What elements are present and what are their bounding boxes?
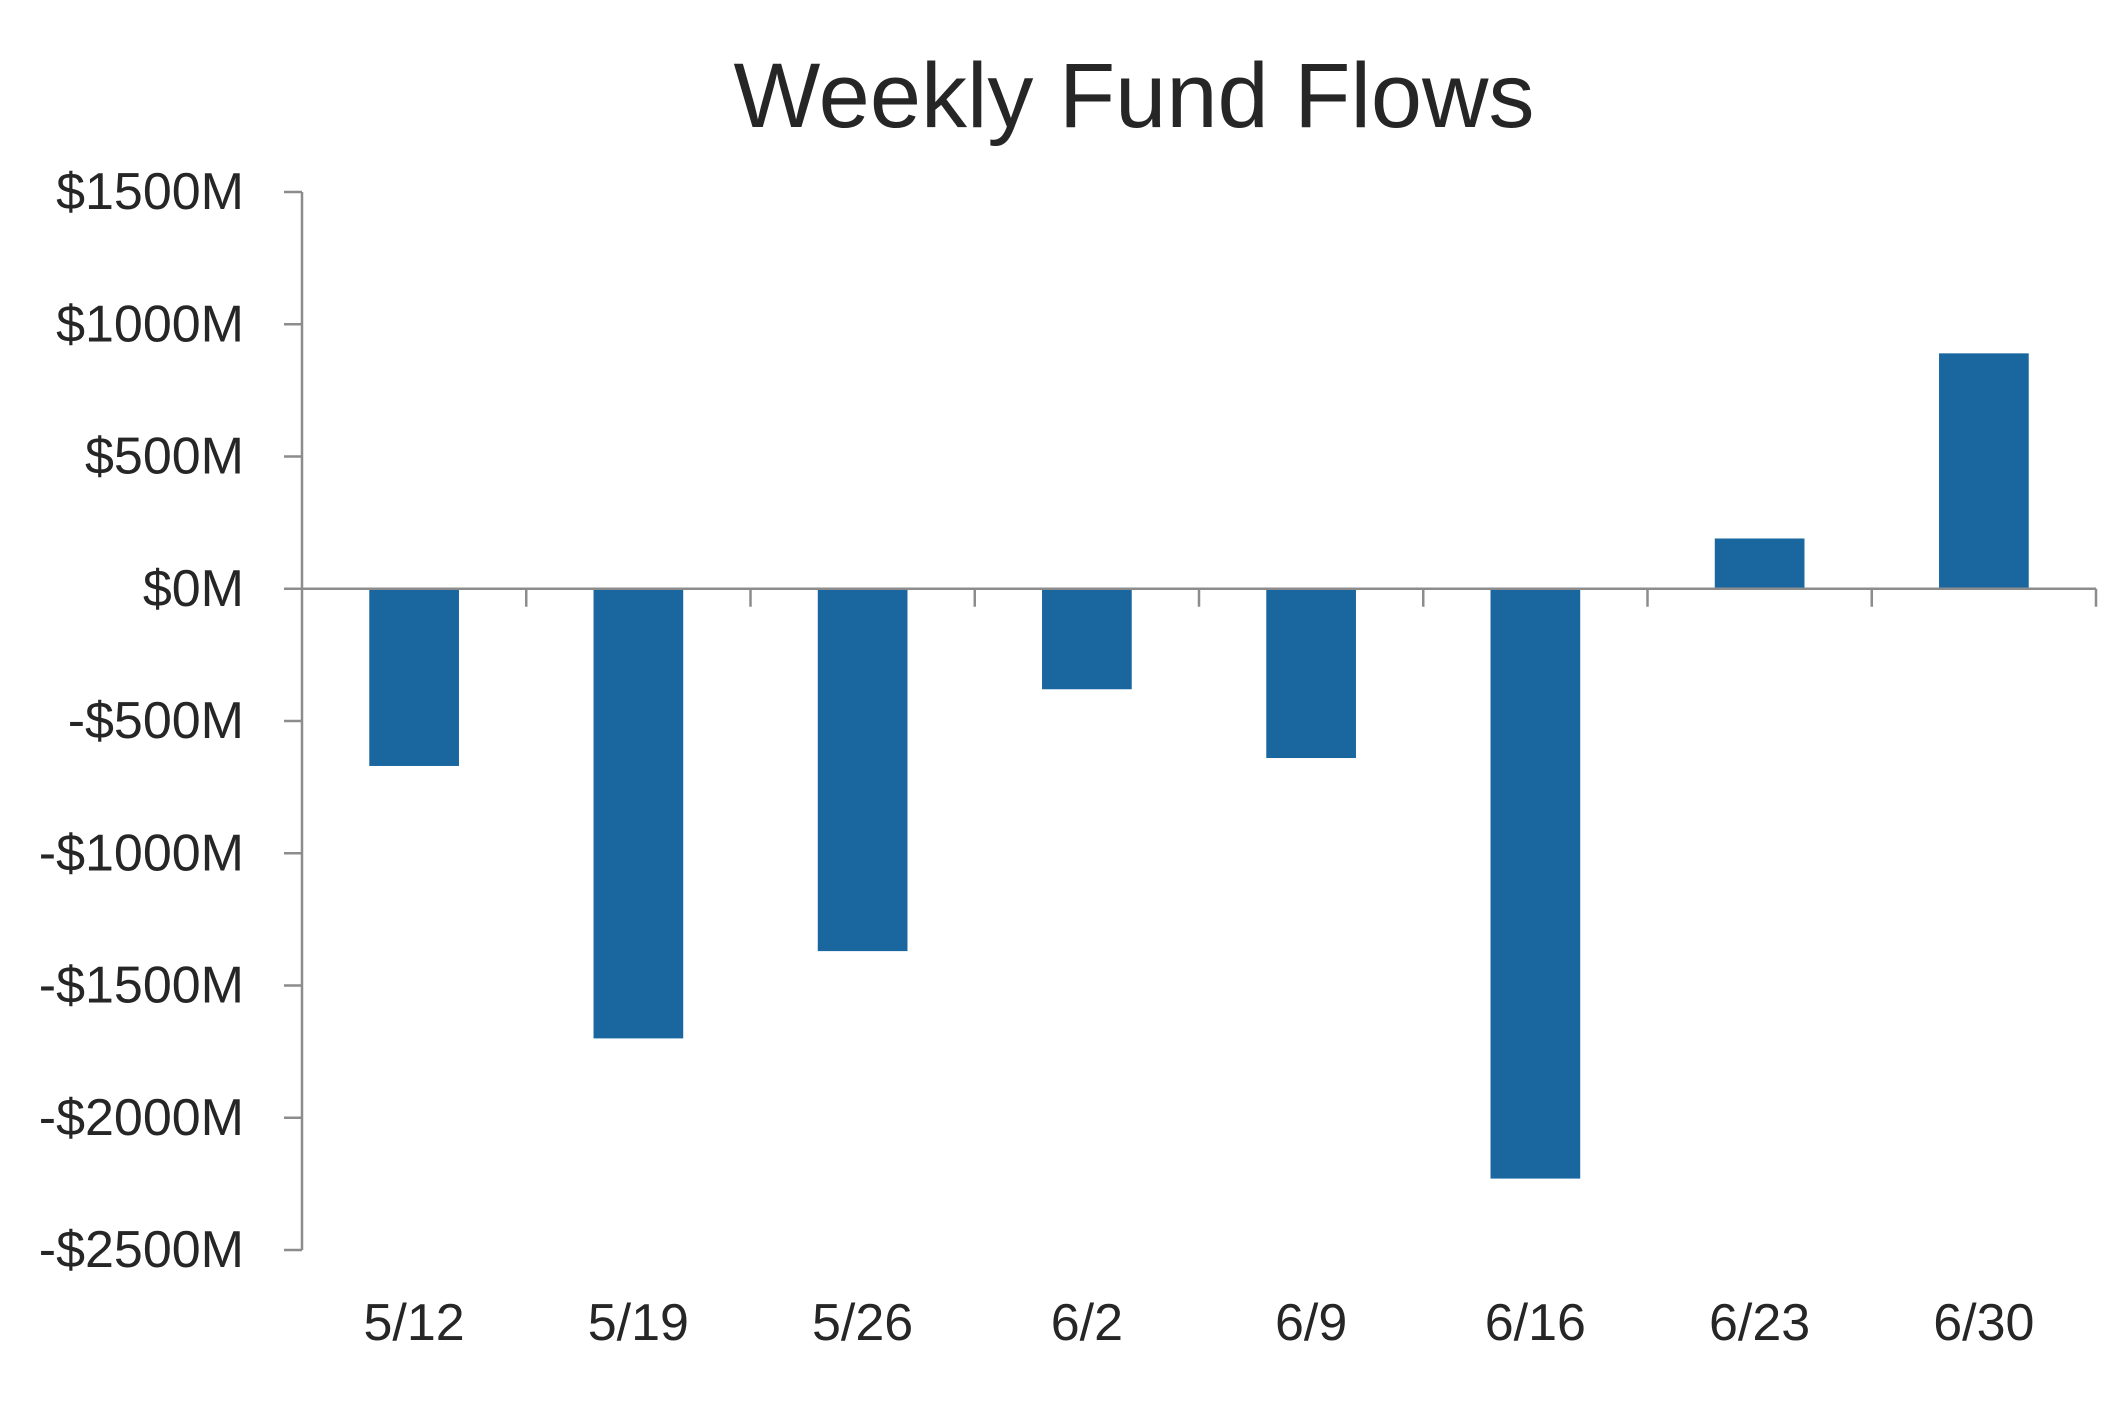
bar-5-26 [817, 588, 908, 952]
y-tick-label: -$1000M [39, 824, 244, 882]
y-tick-label: $1500M [56, 163, 244, 221]
x-axis-ticks [525, 588, 2098, 607]
x-axis-tick-labels: 5/12 5/19 5/26 6/2 6/9 6/16 6/23 6/30 [364, 1294, 2035, 1352]
y-axis-ticks [284, 190, 302, 1252]
y-tick-label: -$1500M [39, 957, 244, 1015]
x-tick-label: 6/30 [1933, 1294, 2034, 1352]
bar-5-12 [369, 588, 459, 766]
bar-6-23 [1714, 538, 1805, 589]
y-tick-label: $0M [143, 560, 244, 618]
bar-6-16 [1490, 588, 1581, 1179]
bar-6-2 [1042, 588, 1132, 690]
x-tick-label: 5/19 [588, 1294, 689, 1352]
bar-5-19 [593, 588, 684, 1039]
y-tick-label: $500M [85, 428, 244, 486]
chart-title: Weekly Fund Flows [733, 45, 1534, 147]
bar-6-9 [1266, 588, 1356, 759]
bar-6-30 [1939, 353, 2029, 589]
x-tick-label: 6/16 [1485, 1294, 1586, 1352]
x-tick-label: 6/23 [1709, 1294, 1810, 1352]
bars [369, 353, 2029, 1179]
y-tick-label: -$500M [68, 692, 244, 750]
x-tick-label: 5/26 [812, 1294, 913, 1352]
axes [300, 192, 2096, 1250]
x-tick-label: 6/9 [1275, 1294, 1347, 1352]
y-axis-tick-labels: $1500M $1000M $500M $0M -$500M -$1000M -$1500M… [39, 163, 244, 1279]
x-tick-label: 5/12 [364, 1294, 465, 1352]
y-tick-label: $1000M [56, 295, 244, 353]
y-tick-label: -$2000M [39, 1089, 244, 1147]
y-tick-label: -$2500M [39, 1221, 244, 1279]
x-tick-label: 6/2 [1051, 1294, 1123, 1352]
